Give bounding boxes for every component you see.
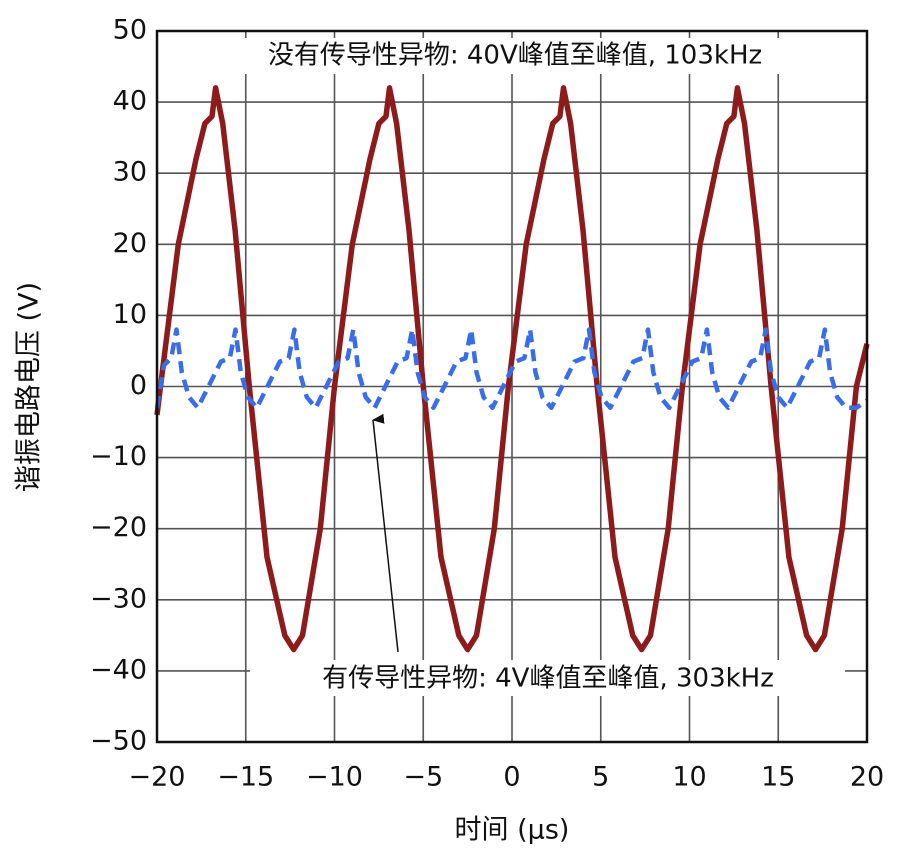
x-tick-label: 5 [592,762,609,793]
x-tick-label: −20 [129,762,186,793]
x-tick-label: −5 [403,762,443,793]
x-tick-label: −10 [306,762,363,793]
plot-frame [155,29,869,744]
y-tick-label: 0 [130,370,147,401]
y-tick-label: −20 [90,512,147,543]
x-axis-label: 时间 (μs) [455,815,570,846]
annotation: 没有传导性异物: 40V峰值至峰值, 103kHz [268,41,762,71]
annotation-bg [190,38,840,74]
x-tick-label: −15 [217,762,274,793]
y-tick-label: 10 [113,299,147,330]
x-tick-label: 10 [672,762,706,793]
y-axis-label: 谐振电路电压 (V) [14,282,45,492]
x-tick-label: 15 [761,762,795,793]
x-tick-label: 20 [850,762,884,793]
y-tick-label: −40 [90,654,147,685]
y-tick-label: 40 [113,86,147,117]
series-line [154,327,869,411]
annotation-bg [250,660,845,696]
y-tick-label: −10 [90,441,147,472]
y-tick-label: 50 [113,15,147,46]
grid [156,30,868,743]
y-tick-label: 30 [113,157,147,188]
y-tick-label: 20 [113,228,147,259]
annotation: 有传导性异物: 4V峰值至峰值, 303kHz [322,664,774,694]
arrow [372,413,399,653]
series-line [154,85,870,653]
x-tick-label: 0 [503,762,520,793]
y-tick-label: −30 [90,583,147,614]
lines [154,85,870,653]
y-tick-label: −50 [90,726,147,757]
